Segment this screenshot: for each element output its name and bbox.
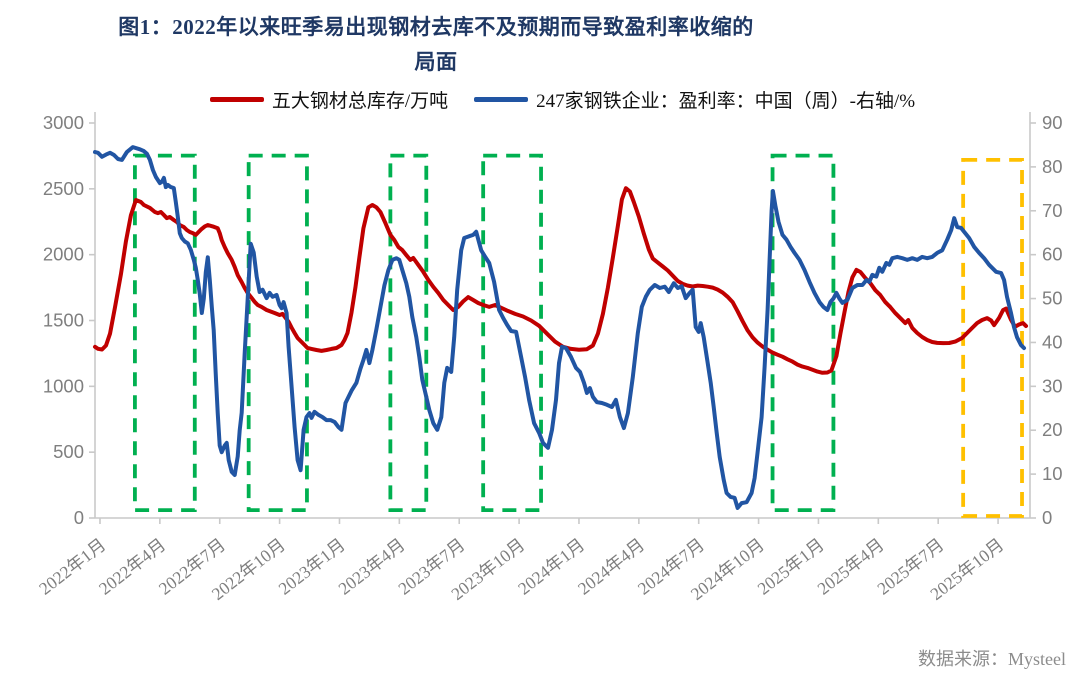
svg-text:20: 20 — [1042, 419, 1063, 440]
svg-text:40: 40 — [1042, 331, 1063, 352]
legend-item-profit-ratio: 247家钢铁企业：盈利率：中国（周）-右轴/% — [474, 86, 915, 113]
svg-text:2022年1月: 2022年1月 — [35, 534, 109, 598]
legend: 五大钢材总库存/万吨 247家钢铁企业：盈利率：中国（周）-右轴/% — [95, 86, 1030, 113]
svg-text:2025年4月: 2025年4月 — [813, 534, 887, 598]
svg-text:60: 60 — [1042, 244, 1063, 265]
svg-text:30: 30 — [1042, 375, 1063, 396]
svg-text:2025年1月: 2025年1月 — [754, 534, 828, 598]
profit-line-swatch-icon — [474, 97, 529, 102]
data-source: 数据来源：Mysteel — [918, 649, 1066, 669]
svg-text:2024年1月: 2024年1月 — [514, 534, 588, 598]
svg-text:3000: 3000 — [43, 112, 84, 133]
svg-text:2023年4月: 2023年4月 — [334, 534, 408, 598]
svg-text:70: 70 — [1042, 200, 1063, 221]
svg-text:500: 500 — [53, 441, 84, 462]
svg-text:1500: 1500 — [43, 310, 84, 331]
svg-text:0: 0 — [1042, 507, 1052, 528]
svg-text:90: 90 — [1042, 112, 1063, 133]
svg-text:80: 80 — [1042, 156, 1063, 177]
svg-text:50: 50 — [1042, 288, 1063, 309]
svg-text:1000: 1000 — [43, 375, 84, 396]
svg-text:2024年4月: 2024年4月 — [574, 534, 648, 598]
legend-label-profit-ratio: 247家钢铁企业：盈利率：中国（周）-右轴/% — [536, 91, 916, 112]
figure-title-line2: 局面 — [414, 50, 458, 74]
legend-label-inventory: 五大钢材总库存/万吨 — [271, 91, 449, 112]
inventory-line-swatch-icon — [209, 97, 264, 102]
legend-item-inventory: 五大钢材总库存/万吨 — [209, 86, 449, 113]
svg-text:2000: 2000 — [43, 244, 84, 265]
figure-title-line1: 图1：2022年以来旺季易出现钢材去库不及预期而导致盈利率收缩的 — [118, 15, 754, 39]
svg-text:2022年4月: 2022年4月 — [95, 534, 169, 598]
svg-text:10: 10 — [1042, 463, 1063, 484]
svg-text:2023年1月: 2023年1月 — [275, 534, 349, 598]
svg-text:0: 0 — [74, 507, 84, 528]
figure-title: 图1：2022年以来旺季易出现钢材去库不及预期而导致盈利率收缩的 局面 — [0, 10, 872, 80]
svg-text:2500: 2500 — [43, 178, 84, 199]
